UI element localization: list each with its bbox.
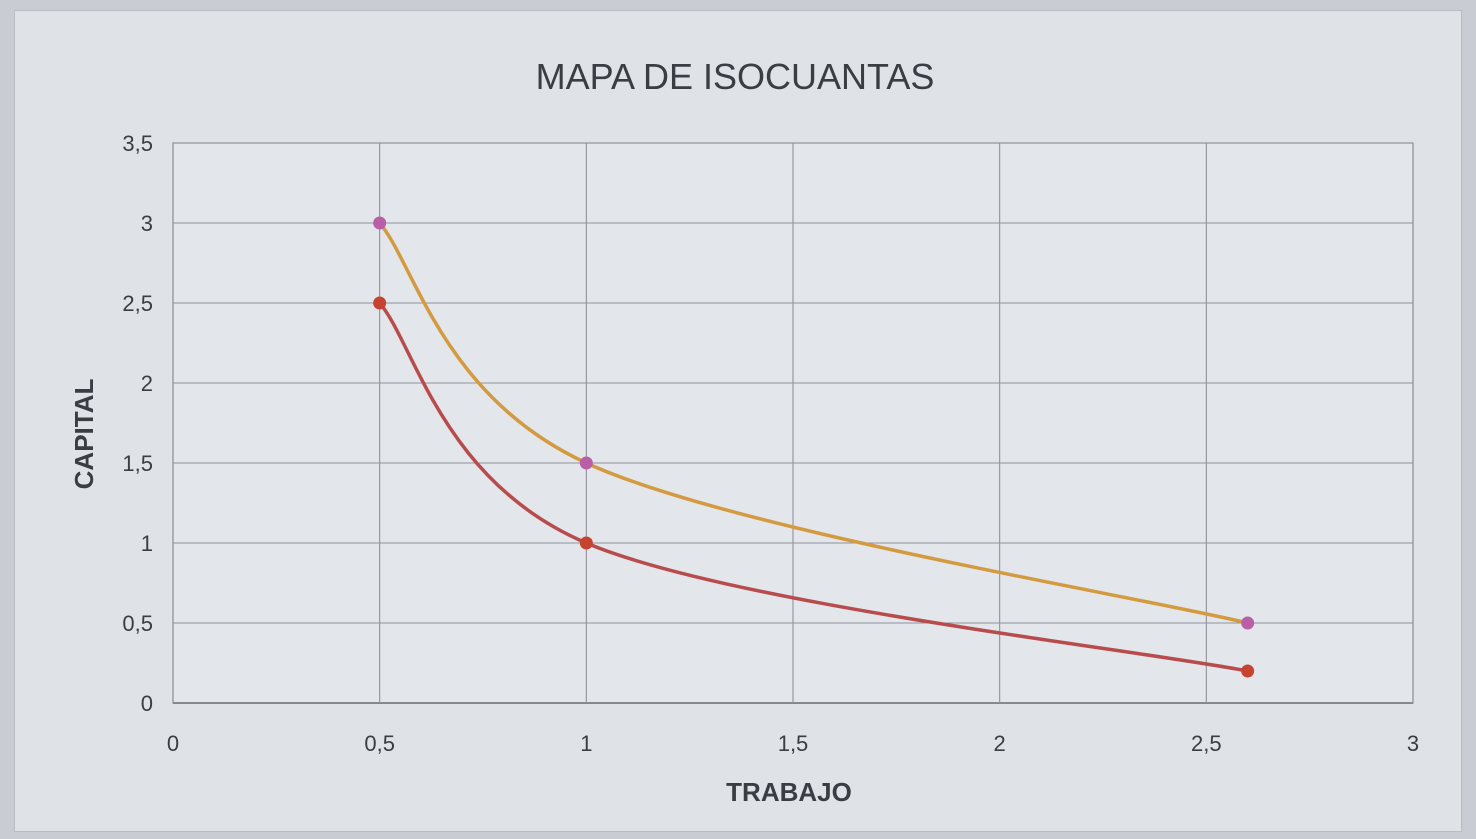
y-tick-label: 2 (141, 371, 153, 396)
x-tick-label: 0,5 (364, 731, 395, 756)
series-1-point (1241, 617, 1254, 630)
series-1-point (580, 457, 593, 470)
y-tick-label: 2,5 (122, 291, 153, 316)
x-axis-title: TRABAJO (726, 777, 852, 807)
series-1-point (373, 217, 386, 230)
x-tick-label: 1,5 (778, 731, 809, 756)
y-tick-label: 3,5 (122, 131, 153, 156)
y-tick-label: 0,5 (122, 611, 153, 636)
y-axis-title: CAPITAL (69, 379, 99, 490)
x-tick-label: 2 (994, 731, 1006, 756)
series-2-point (1241, 665, 1254, 678)
x-tick-label: 2,5 (1191, 731, 1222, 756)
x-tick-label: 0 (167, 731, 179, 756)
series-2-point (580, 537, 593, 550)
y-tick-label: 1,5 (122, 451, 153, 476)
y-tick-label: 0 (141, 691, 153, 716)
y-tick-label: 3 (141, 211, 153, 236)
isoquant-chart: MAPA DE ISOCUANTAS 0 0,5 1 1,5 2 2,5 3 0 0,5 1 1,5… (15, 11, 1463, 833)
chart-title: MAPA DE ISOCUANTAS (536, 56, 935, 97)
x-tick-label: 3 (1407, 731, 1419, 756)
chart-panel: MAPA DE ISOCUANTAS 0 0,5 1 1,5 2 2,5 3 0 0,5 1 1,5… (14, 10, 1462, 832)
x-tick-label: 1 (580, 731, 592, 756)
y-tick-label: 1 (141, 531, 153, 556)
series-2-point (373, 297, 386, 310)
